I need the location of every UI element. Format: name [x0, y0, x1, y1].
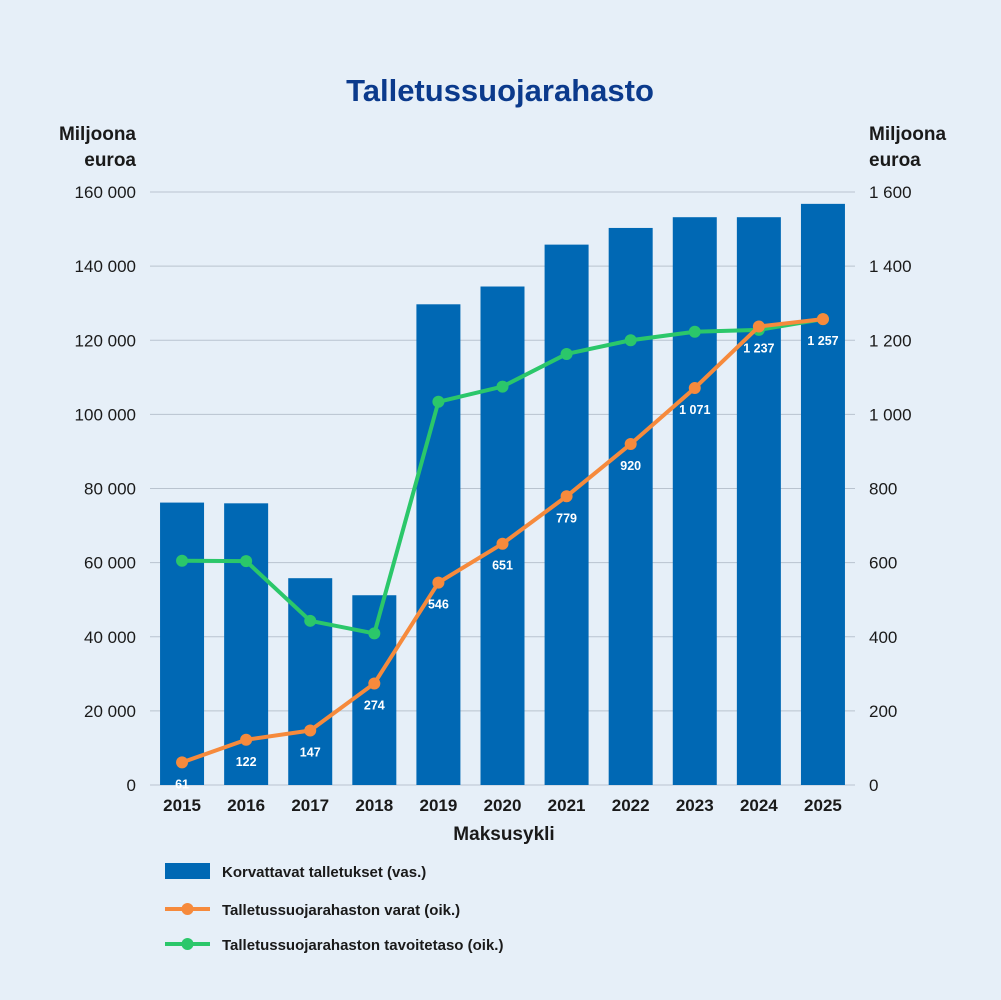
bar	[416, 304, 461, 785]
legend: Korvattavat talletukset (vas.) Talletuss…	[165, 863, 503, 954]
right-tick-label: 1 400	[869, 257, 912, 276]
right-axis-title-line-2: euroa	[869, 150, 921, 171]
right-tick-label: 1 200	[869, 331, 912, 350]
x-axis-title: Maksusykli	[453, 824, 554, 845]
legend-label-bars: Korvattavat talletukset (vas.)	[222, 864, 426, 881]
bar-series	[160, 203, 845, 786]
right-tick-label: 1 600	[869, 183, 912, 202]
legend-marker-target	[181, 938, 194, 950]
data-labels: 61 122 147 274 546 651 779 920 1 071 1 237 1 257	[175, 334, 839, 791]
x-tick-label: 2016	[227, 796, 265, 815]
right-tick-label: 1 000	[869, 405, 912, 424]
target-point	[496, 380, 509, 393]
right-tick-label: 600	[869, 554, 897, 573]
x-tick-label: 2025	[804, 796, 842, 815]
left-tick-label: 80 000	[84, 480, 136, 499]
assets-point	[688, 382, 701, 395]
left-tick-label: 160 000	[75, 183, 136, 202]
bar	[736, 217, 781, 785]
target-point	[432, 395, 445, 408]
data-label: 274	[364, 698, 385, 712]
bar	[352, 595, 397, 785]
left-tick-label: 140 000	[75, 257, 136, 276]
data-label: 61	[175, 777, 189, 791]
assets-point	[560, 490, 573, 503]
chart-title: Talletussuojarahasto	[346, 73, 654, 108]
target-point	[176, 554, 189, 567]
data-label: 651	[492, 559, 513, 573]
bar	[800, 203, 845, 786]
legend-swatch-bars	[165, 863, 210, 879]
x-tick-label: 2024	[740, 796, 778, 815]
right-tick-label: 200	[869, 702, 897, 721]
bar	[288, 578, 333, 785]
right-axis-ticks: 0 200 400 600 800 1 000 1 200 1 400 1 600	[869, 183, 912, 795]
x-axis-ticks: 2015 2016 2017 2018 2019 2020 2021 2022 2023 2024…	[163, 796, 842, 815]
left-tick-label: 40 000	[84, 628, 136, 647]
target-point	[688, 325, 701, 338]
left-tick-label: 60 000	[84, 554, 136, 573]
target-point	[368, 627, 381, 640]
assets-point	[368, 677, 381, 690]
right-tick-label: 800	[869, 480, 897, 499]
bar	[608, 227, 653, 785]
x-tick-label: 2015	[163, 796, 201, 815]
x-tick-label: 2017	[291, 796, 329, 815]
assets-point	[304, 724, 317, 737]
target-point	[560, 347, 573, 360]
legend-item-bars: Korvattavat talletukset (vas.)	[165, 863, 426, 881]
assets-point	[816, 313, 829, 326]
x-tick-label: 2023	[676, 796, 714, 815]
bar	[160, 502, 205, 785]
assets-point	[624, 438, 637, 451]
assets-point	[176, 756, 189, 769]
legend-item-assets: Talletussuojarahaston varat (oik.)	[165, 902, 460, 919]
assets-point	[752, 320, 765, 333]
data-label: 1 071	[679, 403, 710, 417]
bar	[480, 286, 525, 785]
data-label: 147	[300, 746, 321, 760]
assets-point	[496, 537, 509, 550]
right-tick-label: 400	[869, 628, 897, 647]
right-tick-label: 0	[869, 776, 878, 795]
data-label: 1 237	[743, 342, 774, 356]
left-tick-label: 0	[127, 776, 136, 795]
x-tick-label: 2019	[419, 796, 457, 815]
assets-point	[240, 733, 253, 746]
data-label: 546	[428, 598, 449, 612]
bar	[672, 217, 717, 785]
assets-point	[432, 576, 445, 589]
left-tick-label: 120 000	[75, 331, 136, 350]
legend-label-assets: Talletussuojarahaston varat (oik.)	[222, 902, 460, 919]
data-label: 1 257	[807, 334, 838, 348]
x-tick-label: 2022	[612, 796, 650, 815]
target-point	[624, 334, 637, 347]
line-series	[176, 313, 829, 769]
target-point	[240, 555, 253, 568]
legend-item-target: Talletussuojarahaston tavoitetaso (oik.)	[165, 937, 503, 954]
right-axis-title-line-1: Miljoona	[869, 124, 946, 145]
left-tick-label: 20 000	[84, 702, 136, 721]
x-tick-label: 2021	[548, 796, 586, 815]
left-axis-title-line-1: Miljoona	[59, 124, 136, 145]
left-axis-title-line-2: euroa	[84, 150, 136, 171]
left-axis-ticks: 0 20 000 40 000 60 000 80 000 100 000 120 000 1…	[75, 183, 136, 795]
left-tick-label: 100 000	[75, 405, 136, 424]
target-point	[304, 614, 317, 627]
x-tick-label: 2018	[355, 796, 393, 815]
data-label: 122	[236, 755, 257, 769]
x-tick-label: 2020	[484, 796, 522, 815]
legend-marker-assets	[181, 903, 194, 915]
data-label: 920	[620, 459, 641, 473]
bar	[544, 244, 589, 785]
data-label: 779	[556, 511, 577, 525]
legend-label-target: Talletussuojarahaston tavoitetaso (oik.)	[222, 937, 503, 954]
